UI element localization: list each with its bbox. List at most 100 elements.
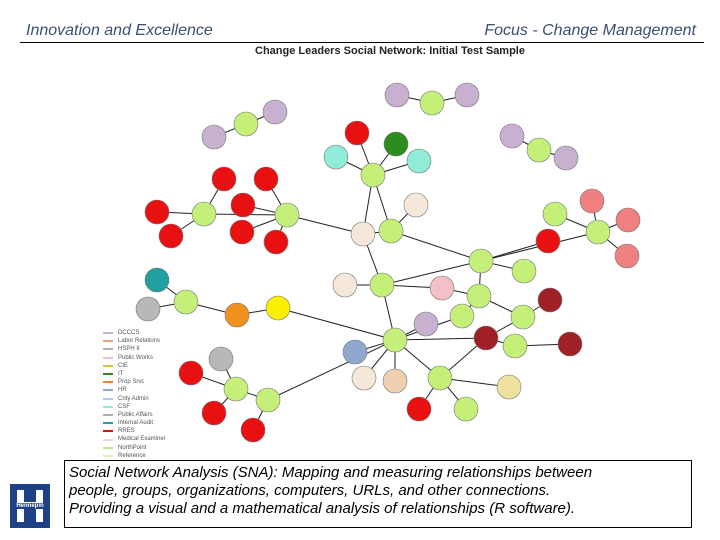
network-node-maroon [537,287,563,313]
network-edge [286,214,364,235]
network-node-salmon [615,207,641,233]
legend-swatch [103,340,113,343]
network-node-lime [255,387,281,413]
caption-line-3: Providing a visual and a mathematical an… [69,500,576,517]
network-edge [267,339,396,401]
legend-swatch [103,422,113,425]
legend-item: DCCCS [103,329,166,337]
network-node-peach [403,192,429,218]
network-node-lime [502,333,528,359]
network-node-lavender [413,311,439,337]
legend-label: Labor Relations [118,338,161,345]
legend-label: Internal Audit [118,420,154,427]
network-node-lime [585,219,611,245]
network-node-lime [223,376,249,402]
network-node-maroon [557,331,583,357]
legend-label: RRES [118,428,135,435]
network-node-lime [511,258,537,284]
network-edge [381,260,482,286]
network-node-salmon [579,188,605,214]
legend-label: DCCCS [118,330,140,336]
network-node-red [201,400,227,426]
legend-swatch [103,430,113,433]
network-node-red [178,360,204,386]
legend-label: CIE [118,362,129,369]
legend-item: CSF [103,403,166,411]
legend-item: CIE [103,362,166,370]
network-edge [277,307,396,341]
legend-item: Prop Srvc [103,378,166,386]
network-node-lime [510,304,536,330]
network-node-lime [360,162,386,188]
network-node-red [263,229,289,255]
network-node-lavender [201,124,227,150]
network-node-tan [382,368,408,394]
network-node-red [229,219,255,245]
network-node-blue [342,339,368,365]
network-node-red [144,199,170,225]
legend-item: Public Works [103,354,166,362]
legend-swatch [103,364,113,367]
network-node-pink [429,275,455,301]
network-node-teal [144,267,170,293]
network-node-lime [233,111,259,137]
legend-label: Prop Srvc [118,379,145,386]
network-node-red [344,120,370,146]
network-node-mint [406,148,432,174]
network-node-lime [449,303,475,329]
legend-label: Medical Examiner [118,436,166,443]
legend-item: Labor Relations [103,337,166,345]
network-node-lime [466,283,492,309]
hennepin-logo: Hennepin [10,484,50,528]
header-left-title: Innovation and Excellence [26,22,213,39]
network-legend: DCCCS Labor Relations HSPH II Public Works C… [103,329,166,460]
caption-line-1: Social Network Analysis (SNA): Mapping a… [69,464,593,481]
header-right-title: Focus - Change Management [484,22,696,39]
legend-swatch [103,389,113,392]
network-edge [394,337,487,341]
legend-item: RRES [103,427,166,435]
network-node-peach [350,221,376,247]
network-node-grey [135,296,161,322]
legend-swatch [103,373,113,376]
network-node-yellow [265,295,291,321]
network-node-lavender [499,123,525,149]
network-node-lime [274,202,300,228]
network-node-red [240,417,266,443]
legend-label: Public Affairs [118,411,153,418]
legend-swatch [103,348,113,351]
network-node-lime [542,201,568,227]
network-node-grey [208,346,234,372]
network-node-cream [496,374,522,400]
network-node-lavender [454,82,480,108]
network-node-red [230,192,256,218]
legend-label: IT [118,370,124,377]
legend-swatch [103,454,113,457]
legend-label: CSF [118,403,130,410]
network-node-darkgreen [383,131,409,157]
caption-box: Social Network Analysis (SNA): Mapping a… [64,460,692,528]
network-node-lime [419,90,445,116]
network-node-lime [526,137,552,163]
network-node-orange [224,302,250,328]
network-node-mint [323,144,349,170]
legend-item: Public Affairs [103,411,166,419]
legend-item: Cnty Admin [103,395,166,403]
network-node-lime [427,365,453,391]
network-node-red [253,166,279,192]
legend-item: NorthPoint [103,444,166,452]
network-node-salmon [614,243,640,269]
network-node-lime [468,248,494,274]
legend-swatch [103,356,113,359]
legend-item: IT [103,370,166,378]
legend-swatch [103,397,113,400]
legend-item: HR [103,386,166,394]
network-node-lime [369,272,395,298]
legend-swatch [103,405,113,408]
legend-item: HSPH II [103,345,166,353]
network-node-red [158,223,184,249]
legend-label: Public Works [118,354,153,361]
network-title: Change Leaders Social Network: Initial T… [255,45,525,57]
legend-swatch [103,332,113,335]
legend-swatch [103,438,113,441]
